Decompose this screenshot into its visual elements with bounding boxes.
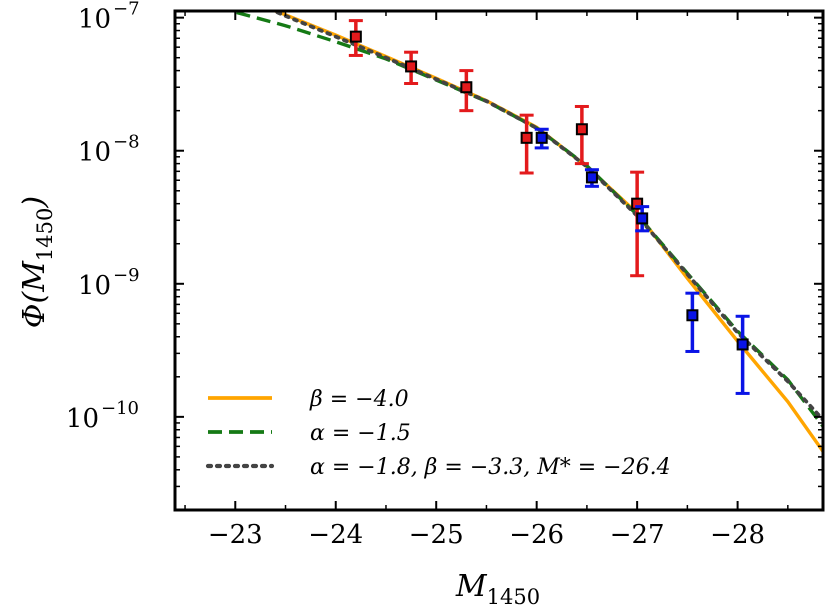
y-tick-label: 10: [78, 138, 111, 168]
x-tick-label: −23: [208, 520, 263, 550]
point-marker: [520, 131, 533, 144]
x-tick-label: −25: [409, 520, 464, 550]
data-point: [459, 69, 474, 113]
x-tick-label: −24: [308, 520, 363, 550]
legend-entry: α = −1.5: [208, 421, 411, 446]
x-tick-label: −27: [610, 520, 665, 550]
plot-content: [222, 11, 823, 453]
legend: β = −4.0 α = −1.5 α = −1.8, β = −3.3, M* =…: [205, 387, 671, 480]
point-marker: [636, 212, 649, 225]
point-marker: [631, 197, 644, 210]
y-tick-label: 10: [78, 5, 111, 35]
axis-ticks: [175, 11, 823, 511]
plot-area: [222, 11, 823, 453]
legend-label: β = −4.0: [309, 387, 409, 412]
data-point: [404, 50, 419, 86]
y-tick-exponent: −7: [113, 0, 140, 20]
y-tick-label: 10: [66, 404, 99, 434]
point-marker: [736, 338, 749, 351]
x-tick-label: −26: [509, 520, 564, 550]
y-tick-exponent: −10: [101, 398, 139, 419]
data-point: [735, 314, 750, 395]
y-axis-label: Φ(M1450): [17, 196, 57, 328]
y-tick-exponent: −8: [113, 132, 140, 153]
y-tick-label: 10: [78, 271, 111, 301]
series-line-double_fit: [269, 11, 823, 422]
data-point: [348, 19, 363, 57]
legend-entry: α = −1.8, β = −3.3, M* = −26.4: [205, 455, 671, 480]
data-point: [584, 168, 599, 188]
point-marker: [575, 123, 588, 136]
legend-entry: β = −4.0: [208, 387, 409, 412]
data-point: [574, 104, 589, 166]
point-marker: [405, 60, 418, 73]
data-point: [519, 113, 534, 175]
x-axis-label: M1450: [455, 569, 540, 609]
point-marker: [349, 30, 362, 43]
legend-label: α = −1.8, β = −3.3, M* = −26.4: [310, 455, 671, 480]
data-point: [635, 205, 650, 233]
legend-label: α = −1.5: [310, 421, 411, 446]
data-point: [534, 127, 549, 150]
point-marker: [460, 81, 473, 94]
data-point: [685, 291, 700, 353]
point-marker: [686, 309, 699, 322]
series-line-alpha_fit: [222, 11, 823, 428]
axes-frame: [173, 9, 825, 512]
point-marker: [585, 171, 598, 184]
series-line-beta_fit: [270, 11, 823, 453]
y-tick-exponent: −9: [113, 265, 140, 286]
x-tick-label: −28: [710, 520, 765, 550]
point-marker: [535, 131, 548, 144]
